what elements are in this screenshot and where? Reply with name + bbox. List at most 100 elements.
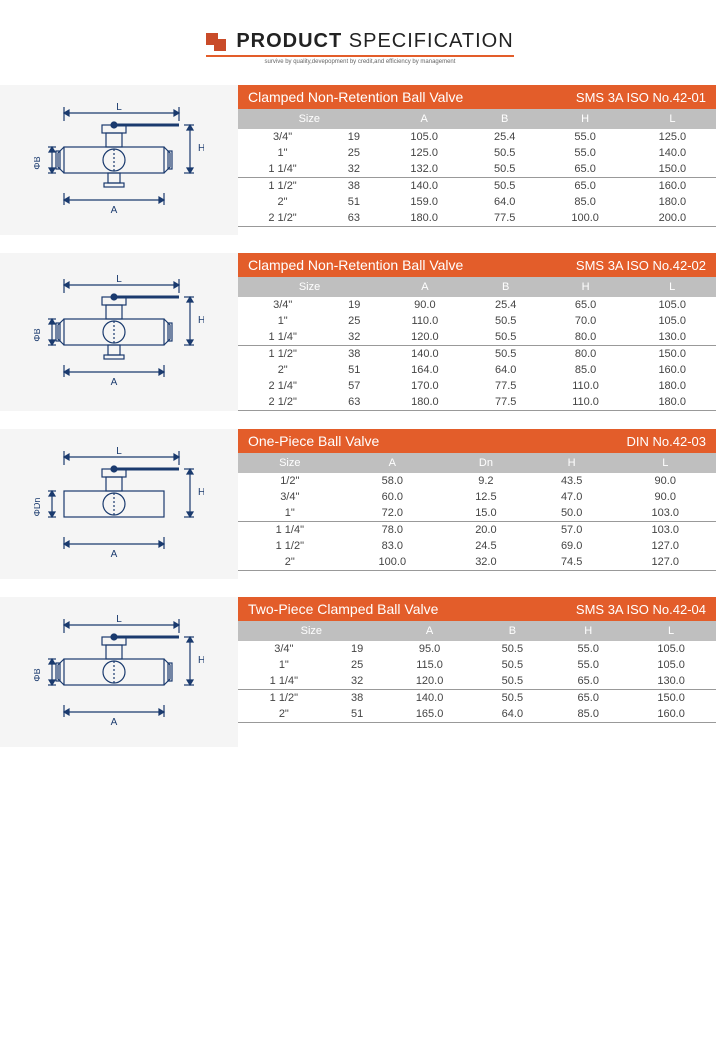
table-cell: 105.0 xyxy=(626,641,716,657)
table-cell: 3/4" xyxy=(238,297,327,313)
table-cell: 1 1/2" xyxy=(238,178,327,195)
table-cell: 32.0 xyxy=(443,554,529,571)
table-cell: 80.0 xyxy=(543,346,629,363)
table-cell: 150.0 xyxy=(629,161,716,178)
table-cell: 50.5 xyxy=(474,690,550,707)
svg-text:H: H xyxy=(198,487,204,498)
table-cell: 2" xyxy=(238,706,330,723)
table-cell: 69.0 xyxy=(529,538,615,554)
table-cell: 165.0 xyxy=(385,706,475,723)
table-cell: 1 1/2" xyxy=(238,538,342,554)
table-cell: 57 xyxy=(327,378,381,394)
svg-text:L: L xyxy=(116,446,122,457)
title-bold: PRODUCT xyxy=(236,30,342,52)
table-cell: 2" xyxy=(238,554,342,571)
table-cell: 64.0 xyxy=(469,362,543,378)
col-header: H xyxy=(529,453,615,473)
table-cell: 140.0 xyxy=(629,145,716,161)
svg-text:L: L xyxy=(116,614,122,625)
table-cell: 105.0 xyxy=(381,129,468,145)
table-cell: 57.0 xyxy=(529,522,615,539)
section-standards: SMS 3A ISO No.42-04 xyxy=(576,602,706,617)
table-cell: 3/4" xyxy=(238,489,342,505)
table-cell: 19 xyxy=(327,297,381,313)
col-header: B xyxy=(474,621,550,641)
table-cell: 19 xyxy=(327,129,381,145)
svg-text:ΦB: ΦB xyxy=(34,328,42,341)
table-cell: 180.0 xyxy=(629,194,716,210)
table-wrap: Clamped Non-Retention Ball ValveSMS 3A I… xyxy=(238,85,720,227)
table-cell: 58.0 xyxy=(342,473,443,489)
section-standards: SMS 3A ISO No.42-01 xyxy=(576,90,706,105)
table-cell: 160.0 xyxy=(629,178,716,195)
table-cell: 140.0 xyxy=(385,690,475,707)
table-cell: 1" xyxy=(238,313,327,329)
table-row: 1"25125.050.555.0140.0 xyxy=(238,145,716,161)
table-cell: 85.0 xyxy=(550,706,626,723)
table-cell: 1 1/4" xyxy=(238,161,327,178)
table-cell: 50.5 xyxy=(468,178,542,195)
col-header: L xyxy=(615,453,716,473)
table-row: 2"51165.064.085.0160.0 xyxy=(238,706,716,723)
svg-text:H: H xyxy=(198,143,204,154)
table-cell: 50.5 xyxy=(468,145,542,161)
table-cell: 150.0 xyxy=(628,346,716,363)
table-row: 2 1/4"57170.077.5110.0180.0 xyxy=(238,378,716,394)
table-row: 2"51164.064.085.0160.0 xyxy=(238,362,716,378)
page-subtitle: survive by quality,devepopment by credit… xyxy=(265,59,456,65)
table-cell: 90.0 xyxy=(615,473,716,489)
section-standards: SMS 3A ISO No.42-02 xyxy=(576,258,706,273)
table-cell: 159.0 xyxy=(381,194,468,210)
svg-text:A: A xyxy=(111,717,118,728)
table-cell: 38 xyxy=(330,690,385,707)
table-cell: 164.0 xyxy=(381,362,469,378)
col-header: B xyxy=(468,109,542,129)
table-cell: 70.0 xyxy=(543,313,629,329)
table-cell: 105.0 xyxy=(626,657,716,673)
table-cell: 65.0 xyxy=(550,690,626,707)
table-cell: 12.5 xyxy=(443,489,529,505)
table-cell: 51 xyxy=(330,706,385,723)
table-cell: 25.4 xyxy=(469,297,543,313)
table-cell: 127.0 xyxy=(615,554,716,571)
table-cell: 50.5 xyxy=(469,313,543,329)
svg-text:A: A xyxy=(111,377,118,388)
table-cell: 103.0 xyxy=(615,522,716,539)
table-cell: 25 xyxy=(327,313,381,329)
table-cell: 1 1/2" xyxy=(238,690,330,707)
table-cell: 130.0 xyxy=(628,329,716,346)
table-row: 1 1/4"78.020.057.0103.0 xyxy=(238,522,716,539)
table-cell: 72.0 xyxy=(342,505,443,522)
table-cell: 2 1/4" xyxy=(238,378,327,394)
table-wrap: Two-Piece Clamped Ball ValveSMS 3A ISO N… xyxy=(238,597,720,723)
table-cell: 51 xyxy=(327,194,381,210)
table-cell: 50.5 xyxy=(469,346,543,363)
table-wrap: One-Piece Ball ValveDIN No.42-03SizeADnH… xyxy=(238,429,720,571)
col-header: L xyxy=(626,621,716,641)
svg-text:A: A xyxy=(111,205,118,216)
diagram-cell: L H A ΦB xyxy=(0,253,238,411)
table-cell: 1 1/4" xyxy=(238,673,330,690)
table-cell: 32 xyxy=(327,329,381,346)
table-cell: 100.0 xyxy=(342,554,443,571)
col-header: A xyxy=(342,453,443,473)
diagram-cell: L H A ΦB xyxy=(0,597,238,747)
table-cell: 105.0 xyxy=(628,313,716,329)
table-cell: 110.0 xyxy=(381,313,469,329)
table-row: 3/4"1990.025.465.0105.0 xyxy=(238,297,716,313)
table-cell: 125.0 xyxy=(629,129,716,145)
table-row: 2"51159.064.085.0180.0 xyxy=(238,194,716,210)
table-row: 1/2"58.09.243.590.0 xyxy=(238,473,716,489)
table-cell: 32 xyxy=(330,673,385,690)
svg-text:L: L xyxy=(116,274,122,285)
table-cell: 74.5 xyxy=(529,554,615,571)
table-cell: 95.0 xyxy=(385,641,475,657)
table-cell: 100.0 xyxy=(542,210,629,227)
table-cell: 55.0 xyxy=(542,129,629,145)
table-cell: 103.0 xyxy=(615,505,716,522)
table-cell: 78.0 xyxy=(342,522,443,539)
table-cell: 50.5 xyxy=(469,329,543,346)
spec-table: SizeABHL3/4"19105.025.455.0125.01"25125.… xyxy=(238,109,716,227)
col-header: L xyxy=(628,277,716,297)
table-cell: 85.0 xyxy=(542,194,629,210)
